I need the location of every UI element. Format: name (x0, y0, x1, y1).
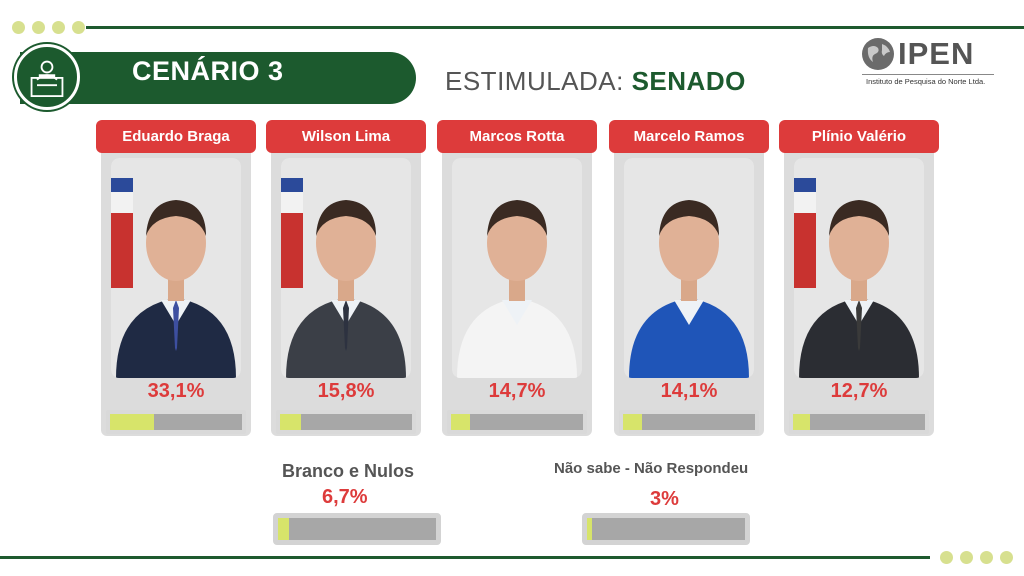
candidate-progress-bar (619, 410, 759, 434)
decorative-dots-top (12, 21, 85, 34)
candidate-photo (452, 158, 582, 378)
candidate-card: Plínio Valério 12,7% (779, 120, 939, 438)
candidate-progress-bar (789, 410, 929, 434)
stat-progress-bar (273, 513, 441, 545)
stat-label: Não sabe - Não Respondeu (554, 460, 749, 477)
subtitle-emphasis: SENADO (631, 66, 746, 96)
ipen-logo: IPEN Instituto de Pesquisa do Norte Ltda… (860, 36, 1000, 88)
candidate-name: Eduardo Braga (96, 120, 256, 153)
logo-divider (862, 74, 994, 75)
survey-subtitle: ESTIMULADA: SENADO (445, 66, 746, 97)
candidate-name: Marcos Rotta (437, 120, 597, 153)
portrait-illustration (794, 158, 924, 378)
portrait-illustration (281, 158, 411, 378)
logo-tagline: Instituto de Pesquisa do Norte Ltda. (866, 77, 986, 86)
progress-fill (623, 414, 642, 430)
globe-icon (862, 38, 894, 70)
candidate-percent: 15,8% (317, 380, 375, 402)
progress-fill (451, 414, 471, 430)
candidate-percent: 14,7% (488, 380, 546, 402)
candidate-progress-bar (276, 410, 416, 434)
portrait-illustration (452, 158, 582, 378)
progress-fill (793, 414, 810, 430)
candidate-name: Wilson Lima (266, 120, 426, 153)
top-rule (86, 26, 1024, 29)
decorative-dots-bottom (940, 551, 1013, 564)
candidate-card: Marcelo Ramos 14,1% (609, 120, 769, 438)
stat-value: 6,7% (322, 486, 368, 508)
candidate-photo (794, 158, 924, 378)
portrait-illustration (624, 158, 754, 378)
portrait-illustration (111, 158, 241, 378)
candidate-photo (624, 158, 754, 378)
progress-fill (280, 414, 301, 430)
scenario-banner (20, 52, 416, 104)
candidate-card: Eduardo Braga 33,1% (96, 120, 256, 438)
candidate-percent: 12,7% (830, 380, 888, 402)
candidate-photo (281, 158, 411, 378)
stat-label: Branco e Nulos (282, 461, 415, 481)
candidate-name: Marcelo Ramos (609, 120, 769, 153)
candidate-progress-bar (447, 410, 587, 434)
stat-progress-bar (582, 513, 750, 545)
scenario-title: CENÁRIO 3 (132, 56, 284, 86)
candidate-photo (111, 158, 241, 378)
ballot-box-icon (14, 44, 80, 110)
candidate-progress-bar (106, 410, 246, 434)
candidate-percent: 33,1% (147, 380, 205, 402)
subtitle-prefix: ESTIMULADA: (445, 66, 632, 96)
candidate-card: Wilson Lima 15,8% (266, 120, 426, 438)
candidate-name: Plínio Valério (779, 120, 939, 153)
candidate-percent: 14,1% (660, 380, 718, 402)
progress-fill (110, 414, 154, 430)
progress-fill (278, 518, 289, 540)
stat-value: 3% (650, 488, 679, 510)
bottom-rule (0, 556, 930, 559)
logo-name: IPEN (898, 36, 975, 71)
candidate-card: Marcos Rotta 14,7% (437, 120, 597, 438)
progress-fill (587, 518, 592, 540)
